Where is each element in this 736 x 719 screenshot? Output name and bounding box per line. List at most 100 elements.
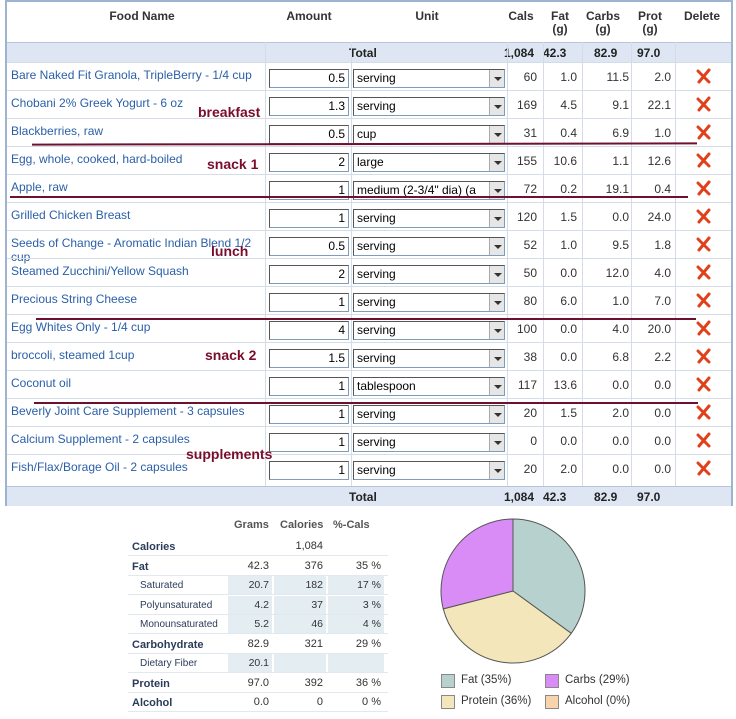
delete-icon[interactable] — [696, 320, 712, 336]
amount-input[interactable]: 1 — [269, 293, 349, 312]
amount-input[interactable]: 2 — [269, 153, 349, 172]
cals-value: 155 — [516, 154, 537, 168]
chevron-down-icon[interactable] — [489, 126, 504, 143]
unit-select[interactable]: medium (2-3/4" dia) (a — [353, 181, 505, 200]
summary-pct: 36 % — [355, 676, 381, 689]
unit-select[interactable]: cup — [353, 125, 505, 144]
food-name-link[interactable]: Chobani 2% Greek Yogurt - 6 oz — [11, 96, 184, 110]
summary-grams: 0.0 — [253, 696, 269, 708]
unit-select[interactable]: serving — [353, 209, 505, 228]
food-name-link[interactable]: Steamed Zucchini/Yellow Squash — [11, 264, 189, 278]
table-row: Egg Whites Only - 1/4 cup 4 serving 100 0.0 4… — [7, 314, 731, 342]
unit-select[interactable]: serving — [353, 405, 505, 424]
chevron-down-icon[interactable] — [489, 294, 504, 311]
amount-input[interactable]: 1 — [269, 405, 349, 424]
prot-value: 0.0 — [654, 462, 671, 476]
summary-label: Calories — [132, 541, 176, 553]
food-name-link[interactable]: broccoli, steamed 1cup — [11, 348, 135, 362]
unit-select[interactable]: serving — [353, 433, 505, 452]
food-name-link[interactable]: Egg Whites Only - 1/4 cup — [11, 320, 151, 334]
chevron-down-icon[interactable] — [489, 378, 504, 395]
chevron-down-icon[interactable] — [489, 462, 504, 479]
summary-col-pct: %-Cals — [333, 519, 370, 531]
summary-row: Protein 97.0 392 36 % — [128, 674, 388, 693]
annotation-supplements: supplements — [186, 446, 273, 462]
delete-icon[interactable] — [696, 292, 712, 308]
chevron-down-icon[interactable] — [489, 98, 504, 115]
chevron-down-icon[interactable] — [489, 154, 504, 171]
unit-select[interactable]: serving — [353, 237, 505, 256]
delete-icon[interactable] — [696, 348, 712, 364]
chevron-down-icon[interactable] — [489, 350, 504, 367]
amount-input[interactable]: 0.5 — [269, 125, 349, 144]
prot-value: 2.0 — [654, 70, 671, 84]
amount-input[interactable]: 4 — [269, 321, 349, 340]
amount-input[interactable]: 1 — [269, 209, 349, 228]
unit-select-value: serving — [357, 463, 396, 477]
amount-input[interactable]: 1.3 — [269, 97, 349, 116]
food-name-link[interactable]: Apple, raw — [11, 180, 68, 194]
food-name-link[interactable]: Coconut oil — [11, 376, 72, 390]
fat-value: 4.5 — [560, 98, 577, 112]
table-row: Calcium Supplement - 2 capsules 1 serving 0… — [7, 426, 731, 454]
unit-select[interactable]: tablespoon — [353, 377, 505, 396]
summary-pct: 4 % — [328, 615, 384, 633]
amount-input[interactable]: 1 — [269, 461, 349, 480]
amount-input[interactable]: 1 — [269, 181, 349, 200]
summary-row: Carbohydrate 82.9 321 29 % — [128, 635, 388, 654]
unit-select[interactable]: serving — [353, 461, 505, 480]
chevron-down-icon[interactable] — [489, 182, 504, 199]
summary-pct: 17 % — [328, 576, 384, 594]
cals-value: 20 — [523, 406, 537, 420]
chevron-down-icon[interactable] — [489, 322, 504, 339]
chevron-down-icon[interactable] — [489, 406, 504, 423]
food-name-link[interactable]: Calcium Supplement - 2 capsules — [11, 432, 190, 446]
chevron-down-icon[interactable] — [489, 266, 504, 283]
amount-input[interactable]: 0.5 — [269, 69, 349, 88]
delete-icon[interactable] — [696, 208, 712, 224]
delete-icon[interactable] — [696, 376, 712, 392]
chevron-down-icon[interactable] — [489, 238, 504, 255]
food-name-link[interactable]: Fish/Flax/Borage Oil - 2 capsules — [11, 460, 188, 474]
delete-icon[interactable] — [696, 180, 712, 196]
food-name-link[interactable]: Precious String Cheese — [11, 292, 138, 306]
carbs-value: 1.1 — [612, 154, 629, 168]
food-name-link[interactable]: Beverly Joint Care Supplement - 3 capsul… — [11, 404, 245, 418]
food-name-link[interactable]: Blackberries, raw — [11, 124, 104, 138]
carbs-value: 0.0 — [612, 434, 629, 448]
delete-icon[interactable] — [696, 264, 712, 280]
column-separator — [675, 42, 676, 486]
unit-select[interactable]: serving — [353, 349, 505, 368]
delete-icon[interactable] — [696, 404, 712, 420]
delete-icon[interactable] — [696, 460, 712, 476]
delete-icon[interactable] — [696, 236, 712, 252]
unit-select-value: large — [357, 155, 384, 169]
unit-select[interactable]: serving — [353, 265, 505, 284]
delete-icon[interactable] — [696, 96, 712, 112]
chevron-down-icon[interactable] — [489, 210, 504, 227]
summary-label: Dietary Fiber — [140, 658, 198, 669]
amount-input[interactable]: 2 — [269, 265, 349, 284]
food-name-link[interactable]: Grilled Chicken Breast — [11, 208, 131, 222]
food-name-link[interactable]: Seeds of Change - Aromatic Indian Blend … — [11, 236, 252, 264]
summary-grams: 4.2 — [228, 595, 272, 614]
unit-select[interactable]: large — [353, 153, 505, 172]
delete-icon[interactable] — [696, 68, 712, 84]
amount-input[interactable]: 1 — [269, 377, 349, 396]
delete-icon[interactable] — [696, 152, 712, 168]
chevron-down-icon[interactable] — [489, 70, 504, 87]
unit-select[interactable]: serving — [353, 321, 505, 340]
amount-input[interactable]: 1.5 — [269, 349, 349, 368]
chevron-down-icon[interactable] — [489, 434, 504, 451]
carbs-value: 4.0 — [612, 322, 629, 336]
summary-grams: 20.1 — [228, 654, 272, 672]
food-name-link[interactable]: Egg, whole, cooked, hard-boiled — [11, 152, 183, 166]
unit-select[interactable]: serving — [353, 97, 505, 116]
delete-icon[interactable] — [696, 124, 712, 140]
amount-input[interactable]: 1 — [269, 433, 349, 452]
delete-icon[interactable] — [696, 432, 712, 448]
unit-select[interactable]: serving — [353, 293, 505, 312]
amount-input[interactable]: 0.5 — [269, 237, 349, 256]
unit-select[interactable]: serving — [353, 69, 505, 88]
food-name-link[interactable]: Bare Naked Fit Granola, TripleBerry - 1/… — [11, 68, 252, 82]
